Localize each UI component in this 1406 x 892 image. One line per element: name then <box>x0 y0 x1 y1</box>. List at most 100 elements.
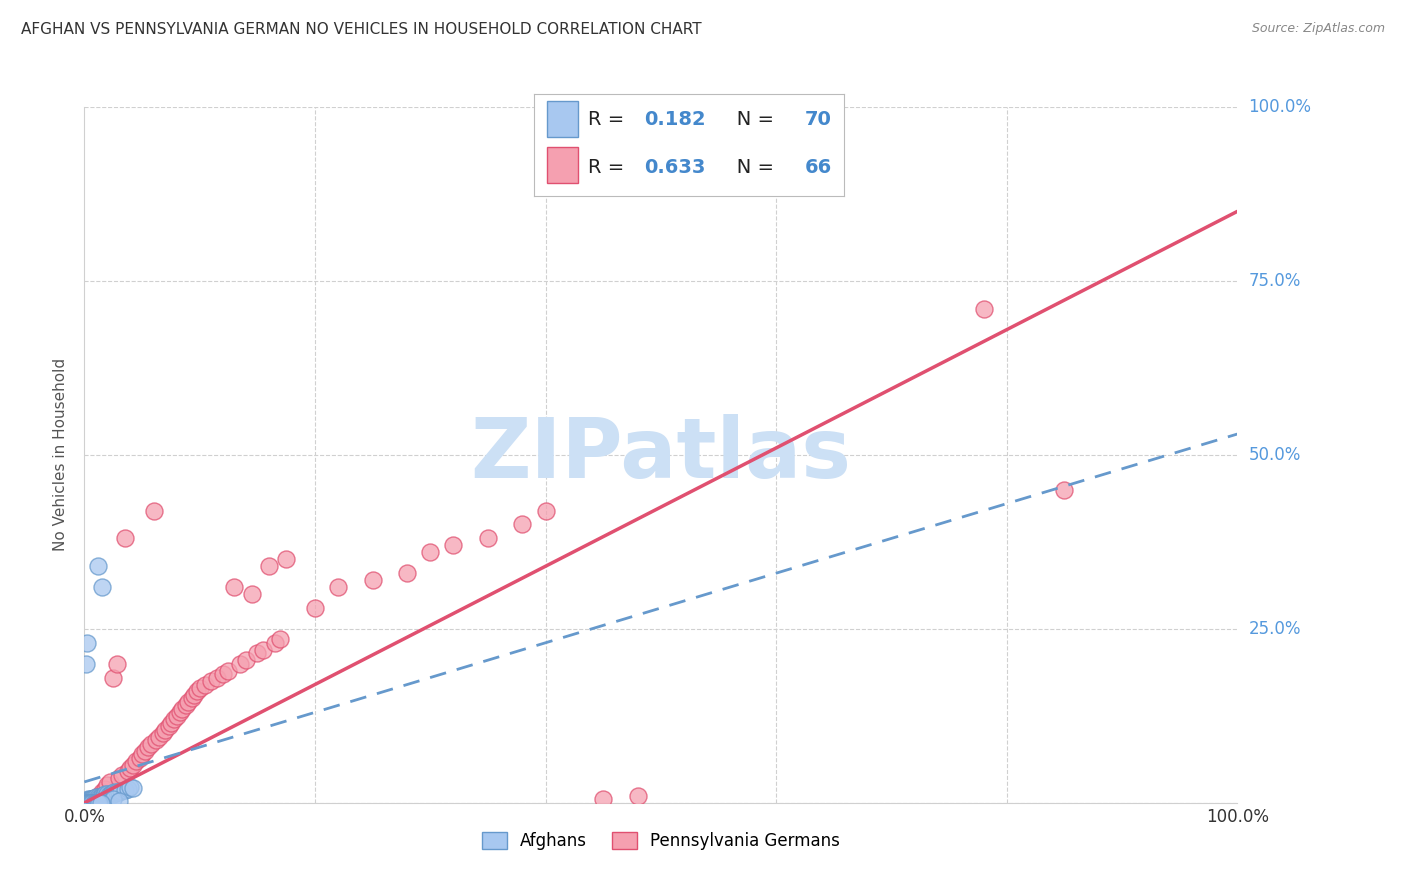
Point <box>79 794 101 808</box>
Point <box>973 301 995 316</box>
Point <box>82 793 104 807</box>
Point <box>83 791 105 805</box>
Text: 66: 66 <box>804 158 832 177</box>
Point <box>627 789 650 803</box>
Point <box>120 780 142 795</box>
Point <box>77 793 100 807</box>
Point <box>166 708 188 723</box>
Point <box>87 789 110 803</box>
Point <box>76 794 98 808</box>
Point <box>121 757 143 772</box>
Point <box>76 795 98 809</box>
Point <box>200 674 222 689</box>
Point <box>75 794 97 808</box>
Point <box>76 795 98 809</box>
Point <box>96 787 118 801</box>
Point <box>79 791 101 805</box>
Point <box>128 750 150 764</box>
Point <box>361 573 384 587</box>
Point <box>108 785 131 799</box>
Point <box>96 778 118 793</box>
Point <box>91 789 114 804</box>
Point <box>84 796 107 810</box>
Point <box>90 785 112 799</box>
Point <box>145 733 167 747</box>
Point <box>188 681 211 695</box>
Point <box>87 796 110 810</box>
Text: 0.182: 0.182 <box>644 110 706 128</box>
Point <box>83 792 105 806</box>
Point <box>84 790 107 805</box>
Text: R =: R = <box>588 158 631 177</box>
Point <box>105 785 128 799</box>
Point <box>114 782 136 797</box>
Point <box>87 559 110 574</box>
Text: 70: 70 <box>804 110 832 128</box>
Point <box>83 796 105 810</box>
Point <box>98 775 121 789</box>
Point <box>148 730 170 744</box>
Point <box>105 657 128 671</box>
Point <box>90 580 112 594</box>
Text: 100.0%: 100.0% <box>1249 98 1312 116</box>
Point <box>252 642 274 657</box>
Point <box>186 684 208 698</box>
Point <box>89 796 111 810</box>
Point <box>172 702 194 716</box>
Point <box>90 791 112 805</box>
Point <box>235 653 257 667</box>
Text: 25.0%: 25.0% <box>1249 620 1301 638</box>
Point <box>246 646 269 660</box>
Point <box>153 723 176 737</box>
Point <box>100 788 122 802</box>
Point <box>169 706 191 720</box>
Point <box>157 719 180 733</box>
Point <box>76 793 98 807</box>
Text: ZIPatlas: ZIPatlas <box>471 415 851 495</box>
Point <box>136 740 159 755</box>
Point <box>110 784 132 798</box>
Point <box>1053 483 1076 497</box>
Point <box>512 517 534 532</box>
Point <box>263 636 285 650</box>
Point <box>83 794 105 808</box>
Point <box>160 715 183 730</box>
Point <box>76 794 98 808</box>
Point <box>77 794 100 808</box>
Point <box>75 657 97 671</box>
Point <box>441 538 464 552</box>
Point <box>89 796 111 810</box>
Point <box>180 691 202 706</box>
Point <box>87 792 110 806</box>
Point <box>111 768 134 782</box>
Text: 50.0%: 50.0% <box>1249 446 1301 464</box>
Point <box>269 632 291 647</box>
Point <box>121 781 143 796</box>
Point <box>134 744 156 758</box>
Point <box>152 726 174 740</box>
Point <box>75 796 97 810</box>
Point <box>142 503 165 517</box>
Point <box>82 791 104 805</box>
Point <box>76 636 98 650</box>
Point <box>97 788 120 802</box>
Bar <box>547 101 578 136</box>
Point <box>87 789 110 804</box>
Point <box>89 791 111 805</box>
Point <box>103 671 124 685</box>
Point <box>211 667 233 681</box>
Point <box>224 580 246 594</box>
Text: N =: N = <box>718 110 780 128</box>
Point <box>304 601 326 615</box>
Point <box>103 792 124 806</box>
Point <box>174 698 197 713</box>
Point <box>104 786 127 800</box>
Point <box>84 793 107 807</box>
Point <box>108 794 131 808</box>
Point <box>326 580 349 594</box>
Point <box>477 532 499 546</box>
Point <box>75 794 97 808</box>
Text: Source: ZipAtlas.com: Source: ZipAtlas.com <box>1251 22 1385 36</box>
Point <box>534 503 557 517</box>
Point <box>101 786 124 800</box>
